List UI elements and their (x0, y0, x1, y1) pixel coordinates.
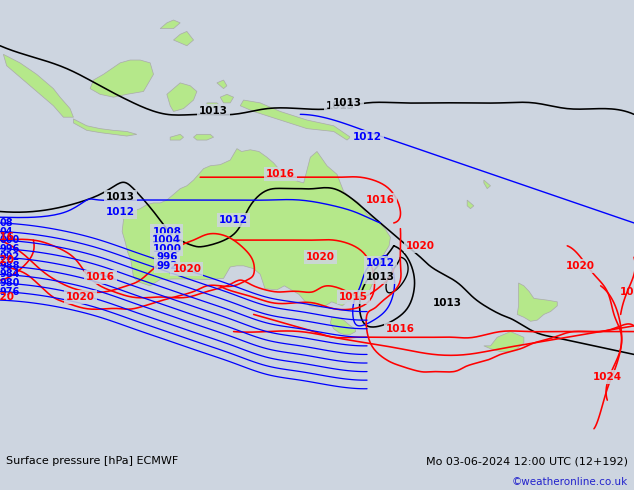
Text: 1013: 1013 (106, 192, 134, 202)
Text: 976: 976 (0, 287, 20, 296)
Polygon shape (193, 134, 214, 140)
Text: 1020: 1020 (0, 292, 15, 302)
Polygon shape (330, 318, 356, 335)
Polygon shape (217, 80, 227, 89)
Text: 1020: 1020 (65, 292, 94, 302)
Polygon shape (207, 103, 220, 109)
Text: 1016: 1016 (386, 324, 415, 334)
Polygon shape (174, 31, 193, 46)
Text: 1013: 1013 (199, 106, 228, 117)
Text: 08: 08 (0, 218, 13, 228)
Text: 988: 988 (0, 261, 20, 271)
Text: 1024: 1024 (619, 287, 634, 296)
Text: 984: 984 (0, 270, 20, 279)
Text: 980: 980 (0, 278, 20, 288)
Polygon shape (90, 60, 153, 97)
Text: 1020: 1020 (566, 261, 595, 271)
Text: 1020: 1020 (172, 264, 202, 274)
Text: 1008: 1008 (152, 226, 181, 237)
Text: 992: 992 (0, 252, 20, 262)
Polygon shape (167, 83, 197, 112)
Text: 1012: 1012 (219, 215, 248, 225)
Text: Mo 03-06-2024 12:00 UTC (12+192): Mo 03-06-2024 12:00 UTC (12+192) (425, 456, 628, 466)
Polygon shape (517, 283, 557, 321)
Text: 1013: 1013 (332, 98, 361, 108)
Text: 1020: 1020 (0, 255, 15, 265)
Text: 1012: 1012 (353, 132, 382, 142)
Text: 1013: 1013 (326, 101, 355, 111)
Text: 1004: 1004 (152, 235, 181, 245)
Text: 1013: 1013 (366, 272, 395, 282)
Text: 04: 04 (0, 226, 13, 237)
Text: 996: 996 (156, 252, 178, 262)
Text: 1012: 1012 (106, 206, 134, 217)
Polygon shape (160, 20, 180, 28)
Text: 1016: 1016 (86, 272, 115, 282)
Text: 1015: 1015 (339, 292, 368, 302)
Text: 1016: 1016 (266, 170, 295, 179)
Polygon shape (122, 148, 391, 307)
Polygon shape (467, 200, 474, 209)
Text: 1016: 1016 (366, 195, 395, 205)
Polygon shape (484, 332, 524, 352)
Polygon shape (484, 180, 491, 189)
Polygon shape (220, 94, 233, 103)
Polygon shape (240, 100, 351, 140)
Text: 1012: 1012 (366, 258, 395, 268)
Polygon shape (74, 119, 137, 136)
Polygon shape (170, 134, 183, 140)
Text: 996: 996 (0, 244, 20, 254)
Text: 1020: 1020 (306, 252, 335, 262)
Text: Surface pressure [hPa] ECMWF: Surface pressure [hPa] ECMWF (6, 456, 179, 466)
Text: 1016: 1016 (0, 232, 15, 242)
Text: 1013: 1013 (432, 298, 462, 308)
Text: 000: 000 (0, 235, 20, 245)
Text: 1000: 1000 (152, 244, 181, 254)
Text: 992: 992 (156, 261, 178, 271)
Polygon shape (3, 54, 74, 117)
Text: ©weatheronline.co.uk: ©weatheronline.co.uk (512, 477, 628, 487)
Text: 1020: 1020 (406, 241, 435, 251)
Text: 1024: 1024 (593, 372, 622, 382)
